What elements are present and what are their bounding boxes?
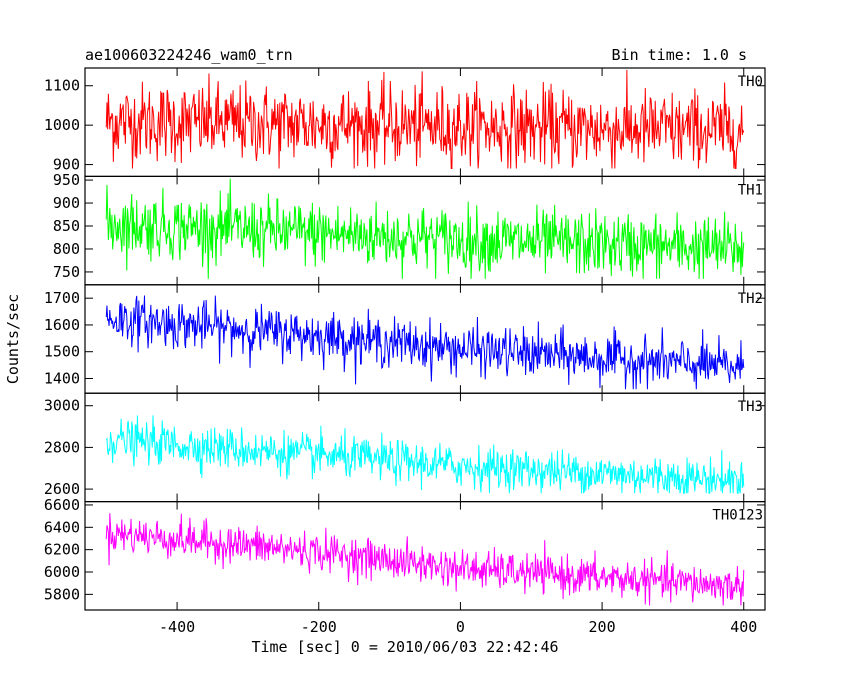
series-line-th3 [105, 415, 745, 494]
series-line-th0123 [105, 513, 745, 606]
y-tick-label: 3000 [44, 397, 80, 415]
x-axis: -400 -200 0 200 400 [159, 618, 757, 636]
y-tick-label: 750 [53, 263, 80, 281]
panel-th1: 750 800 850 900 950 TH1 [53, 171, 766, 286]
y-tick-label: 6400 [44, 518, 80, 536]
y-tick-label: 1100 [44, 77, 80, 95]
y-tick-label: 2600 [44, 480, 80, 498]
y-tick-label: 1600 [44, 316, 80, 334]
y-tick-label: 6000 [44, 563, 80, 581]
panel-label: TH0 [738, 74, 763, 90]
y-tick-label: 900 [53, 194, 80, 212]
y-tick-label: 1700 [44, 289, 80, 307]
panel-th3: 2600 2800 3000 TH3 [44, 392, 766, 503]
y-tick-label: 950 [53, 171, 80, 189]
panel-label: TH0123 [712, 508, 763, 524]
y-tick-label: 1400 [44, 369, 80, 387]
panel-frame [84, 501, 766, 611]
chart-title-left: ae100603224246_wam0_trn [85, 46, 293, 64]
y-tick-label: 800 [53, 240, 80, 258]
series-line-th0 [105, 69, 745, 170]
y-tick-label: 6600 [44, 496, 80, 514]
panel-label: TH1 [738, 182, 763, 198]
series-line-th2 [105, 295, 745, 390]
x-axis-label: Time [sec] 0 = 2010/06/03 22:42:46 [251, 638, 558, 656]
panel-label: TH2 [738, 291, 763, 307]
y-tick-label: 1000 [44, 116, 80, 134]
x-tick-label: 200 [589, 618, 616, 636]
y-tick-label: 1500 [44, 343, 80, 361]
y-tick-label: 6200 [44, 541, 80, 559]
y-tick-label: 850 [53, 217, 80, 235]
x-tick-label: 0 [456, 618, 465, 636]
chart-title-right: Bin time: 1.0 s [612, 46, 747, 64]
x-tick-label: 400 [730, 618, 757, 636]
panel-th0123: 5800 6000 6200 6400 6600 TH0123 [44, 496, 766, 611]
x-tick-label: -200 [301, 618, 337, 636]
panel-label: TH3 [738, 399, 763, 415]
y-tick-label: 900 [53, 156, 80, 174]
y-tick-label: 2800 [44, 438, 80, 456]
y-tick-label: 5800 [44, 585, 80, 603]
series-line-th1 [105, 178, 745, 279]
x-tick-label: -400 [159, 618, 195, 636]
panel-th2: 1400 1500 1600 1700 TH2 [44, 284, 766, 394]
y-axis-label: Counts/sec [4, 294, 22, 384]
panel-th0: 900 1000 1100 TH0 [44, 67, 766, 178]
